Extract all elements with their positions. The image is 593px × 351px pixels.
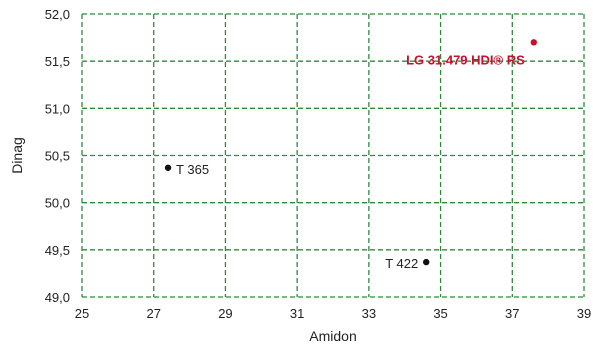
data-point — [530, 39, 537, 46]
x-tick-label: 35 — [433, 306, 447, 321]
y-tick-label: 51,0 — [45, 101, 70, 116]
x-tick-label: 39 — [577, 306, 591, 321]
data-points: T 365 T 422 LG 31.479 HDI® RS — [164, 39, 537, 271]
data-point — [164, 164, 172, 171]
y-tick-label: 51,5 — [45, 54, 70, 69]
y-tick-label: 49,0 — [45, 290, 70, 305]
x-tick-label: 27 — [146, 306, 160, 321]
x-tick-label: 25 — [75, 306, 89, 321]
x-axis-ticks: 25 27 29 31 33 35 37 39 — [75, 306, 591, 321]
x-axis-title: Amidon — [309, 328, 356, 344]
x-tick-label: 33 — [362, 306, 376, 321]
x-tick-label: 31 — [290, 306, 304, 321]
y-tick-label: 49,5 — [45, 243, 70, 258]
y-axis-title: Dinag — [9, 137, 25, 174]
x-tick-label: 37 — [505, 306, 519, 321]
grid-lines — [81, 13, 585, 298]
y-axis-ticks: 49,0 49,5 50,0 50,5 51,0 51,5 52,0 — [45, 7, 70, 305]
y-tick-label: 50,0 — [45, 196, 70, 211]
data-point-label: LG 31.479 HDI® RS — [406, 52, 525, 67]
y-tick-label: 52,0 — [45, 7, 70, 22]
data-point-label: T 422 — [385, 256, 418, 271]
data-point — [423, 258, 430, 266]
y-tick-label: 50,5 — [45, 149, 70, 164]
x-tick-label: 29 — [218, 306, 232, 321]
data-point-label: T 365 — [176, 162, 209, 177]
